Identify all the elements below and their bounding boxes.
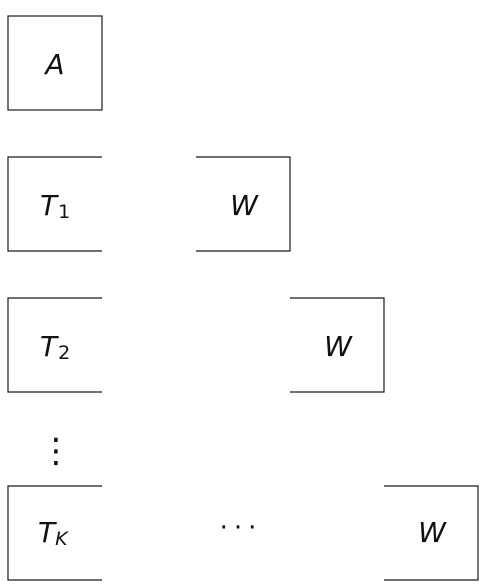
vertical-ellipsis: ⋮: [39, 431, 73, 471]
wk-box: [384, 485, 479, 581]
w2-box: [290, 297, 385, 393]
w1-label: W: [230, 189, 259, 222]
w1-box: [196, 156, 291, 252]
t1-box: [7, 156, 102, 252]
horizontal-ellipsis: ···: [220, 513, 263, 543]
tk-box: [7, 485, 102, 581]
tk-label: TK: [38, 516, 69, 550]
row-k: TK ··· W: [7, 485, 479, 581]
row-1: T1 W: [7, 156, 291, 252]
wk-label: W: [418, 516, 447, 549]
t2-label: T2: [40, 330, 70, 364]
box-a-label: A: [43, 48, 64, 81]
w2-label: W: [324, 330, 353, 363]
box-a: A: [7, 15, 103, 111]
t2-box: [7, 297, 102, 393]
t1-label: T1: [40, 189, 70, 223]
row-2: T2 W: [7, 297, 385, 393]
